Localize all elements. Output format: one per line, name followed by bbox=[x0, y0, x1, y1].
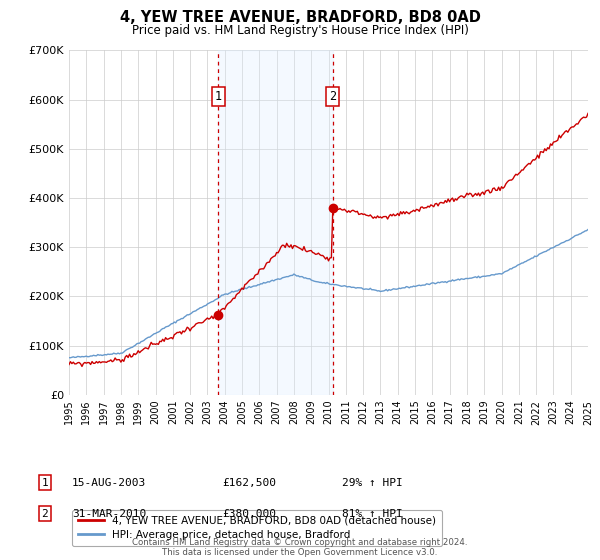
Bar bbox=[218, 50, 333, 395]
Text: 31-MAR-2010: 31-MAR-2010 bbox=[72, 508, 146, 519]
Text: 1: 1 bbox=[215, 90, 221, 104]
Text: 2: 2 bbox=[41, 508, 49, 519]
Text: 4, YEW TREE AVENUE, BRADFORD, BD8 0AD: 4, YEW TREE AVENUE, BRADFORD, BD8 0AD bbox=[119, 10, 481, 25]
Text: Contains HM Land Registry data © Crown copyright and database right 2024.
This d: Contains HM Land Registry data © Crown c… bbox=[132, 538, 468, 557]
Text: 81% ↑ HPI: 81% ↑ HPI bbox=[342, 508, 403, 519]
Text: 2: 2 bbox=[329, 90, 337, 104]
Text: £162,500: £162,500 bbox=[222, 478, 276, 488]
Text: 29% ↑ HPI: 29% ↑ HPI bbox=[342, 478, 403, 488]
Text: 15-AUG-2003: 15-AUG-2003 bbox=[72, 478, 146, 488]
Text: Price paid vs. HM Land Registry's House Price Index (HPI): Price paid vs. HM Land Registry's House … bbox=[131, 24, 469, 37]
Text: £380,000: £380,000 bbox=[222, 508, 276, 519]
Legend: 4, YEW TREE AVENUE, BRADFORD, BD8 0AD (detached house), HPI: Average price, deta: 4, YEW TREE AVENUE, BRADFORD, BD8 0AD (d… bbox=[71, 510, 442, 547]
Text: 1: 1 bbox=[41, 478, 49, 488]
